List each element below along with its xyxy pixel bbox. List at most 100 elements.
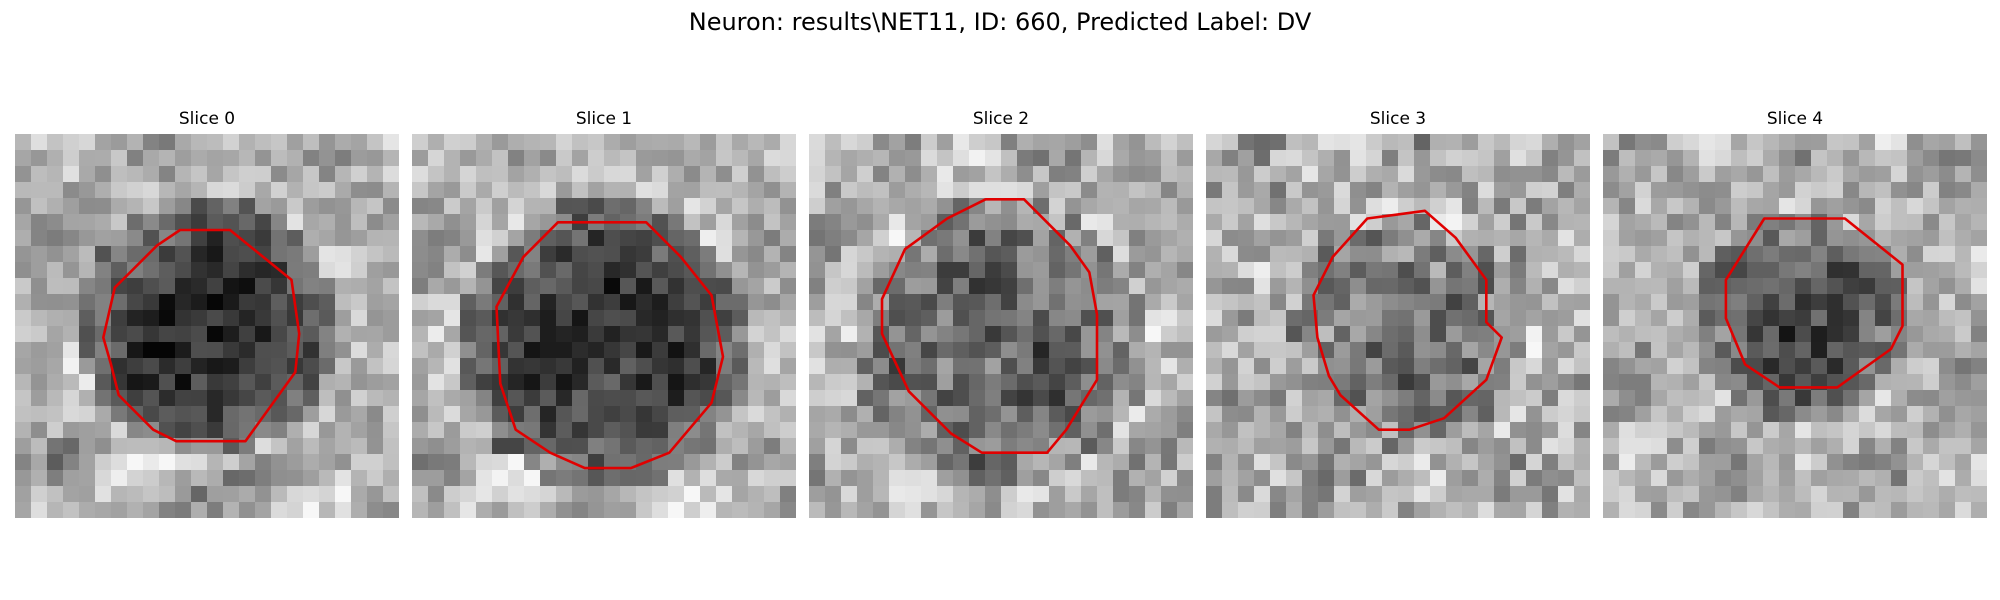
pixel-cell — [1526, 422, 1543, 439]
pixel-cell — [1827, 198, 1844, 215]
pixel-cell — [1859, 134, 1876, 151]
pixel-cell — [1318, 326, 1335, 343]
pixel-cell — [953, 406, 970, 423]
pixel-cell — [668, 310, 685, 327]
pixel-cell — [572, 358, 589, 375]
pixel-cell — [937, 358, 954, 375]
pixel-cell — [1097, 454, 1114, 471]
pixel-cell — [1635, 310, 1652, 327]
pixel-cell — [764, 486, 781, 503]
pixel-cell — [508, 310, 525, 327]
pixel-cell — [444, 470, 461, 487]
pixel-cell — [367, 294, 384, 311]
pixel-cell — [716, 182, 733, 199]
pixel-cell — [1462, 406, 1479, 423]
pixel-cell — [1414, 454, 1431, 471]
pixel-cell — [1683, 182, 1700, 199]
pixel-cell — [1462, 230, 1479, 247]
pixel-cell — [1891, 230, 1908, 247]
pixel-cell — [825, 134, 842, 151]
pixel-cell — [303, 214, 320, 231]
pixel-cell — [1939, 182, 1956, 199]
pixel-cell — [1667, 390, 1684, 407]
pixel-cell — [1177, 278, 1193, 295]
pixel-cell — [524, 470, 541, 487]
pixel-cell — [1318, 502, 1335, 518]
pixel-cell — [921, 502, 938, 518]
pixel-cell — [159, 198, 176, 215]
pixel-cell — [287, 422, 304, 439]
pixel-cell — [1603, 438, 1620, 455]
slice-image-2 — [809, 134, 1193, 518]
pixel-cell — [1971, 214, 1987, 231]
pixel-cell — [127, 310, 144, 327]
pixel-cell — [1430, 470, 1447, 487]
pixel-cell — [31, 390, 48, 407]
pixel-cell — [1049, 182, 1066, 199]
pixel-cell — [572, 182, 589, 199]
pixel-cell — [1574, 342, 1590, 359]
pixel-cell — [1049, 502, 1066, 518]
pixel-cell — [1907, 358, 1924, 375]
pixel-cell — [652, 150, 669, 167]
pixel-cell — [1478, 150, 1495, 167]
pixel-cell — [1923, 134, 1940, 151]
pixel-cell — [79, 198, 96, 215]
pixel-cell — [1526, 246, 1543, 263]
pixel-cell — [732, 358, 749, 375]
pixel-cell — [889, 214, 906, 231]
pixel-cell — [1286, 294, 1303, 311]
pixel-cell — [524, 358, 541, 375]
pixel-cell — [905, 438, 922, 455]
pixel-cell — [1350, 374, 1367, 391]
pixel-cell — [351, 502, 368, 518]
pixel-cell — [572, 342, 589, 359]
pixel-cell — [905, 454, 922, 471]
pixel-cell — [1161, 326, 1178, 343]
pixel-cell — [1097, 486, 1114, 503]
pixel-cell — [764, 198, 781, 215]
pixel-cell — [1699, 470, 1716, 487]
pixel-cell — [255, 326, 272, 343]
pixel-cell — [1494, 326, 1511, 343]
pixel-cell — [953, 342, 970, 359]
pixel-cell — [825, 262, 842, 279]
pixel-cell — [780, 134, 796, 151]
pixel-cell — [351, 390, 368, 407]
pixel-cell — [367, 406, 384, 423]
pixel-cell — [1510, 262, 1527, 279]
pixel-cell — [1811, 262, 1828, 279]
pixel-cell — [492, 166, 509, 183]
pixel-cell — [1603, 198, 1620, 215]
pixel-cell — [1603, 134, 1620, 151]
pixel-cell — [1350, 134, 1367, 151]
pixel-cell — [1494, 182, 1511, 199]
pixel-cell — [620, 246, 637, 263]
pixel-cell — [1049, 278, 1066, 295]
pixel-cell — [1859, 502, 1876, 518]
pixel-cell — [444, 150, 461, 167]
pixel-cell — [1651, 262, 1668, 279]
pixel-cell — [1747, 198, 1764, 215]
pixel-cell — [1049, 150, 1066, 167]
pixel-cell — [857, 150, 874, 167]
pixel-cell — [1398, 342, 1415, 359]
pixel-cell — [1635, 134, 1652, 151]
pixel-cell — [1667, 166, 1684, 183]
pixel-cell — [572, 294, 589, 311]
pixel-cell — [303, 454, 320, 471]
pixel-cell — [508, 326, 525, 343]
pixel-cell — [1206, 278, 1223, 295]
pixel-cell — [1875, 326, 1892, 343]
pixel-cell — [1270, 502, 1287, 518]
pixel-cell — [780, 406, 796, 423]
pixel-cell — [1843, 246, 1860, 263]
pixel-cell — [764, 358, 781, 375]
pixel-cell — [953, 134, 970, 151]
pixel-cell — [1017, 374, 1034, 391]
pixel-cell — [540, 390, 557, 407]
pixel-cell — [303, 198, 320, 215]
pixel-cell — [1683, 374, 1700, 391]
pixel-cell — [1017, 326, 1034, 343]
pixel-cell — [1129, 134, 1146, 151]
